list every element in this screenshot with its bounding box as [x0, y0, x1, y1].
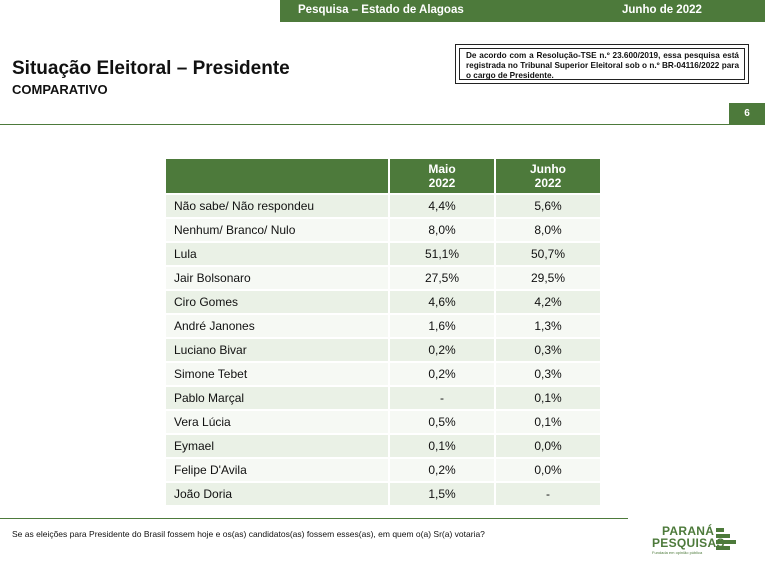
value-maio: 1,5% — [390, 483, 494, 507]
registration-notice: De acordo com a Resolução-TSE n.º 23.600… — [455, 44, 749, 84]
header-divider — [0, 124, 765, 125]
value-maio: 0,2% — [390, 363, 494, 387]
column-header-junho-year: 2022 — [534, 176, 562, 190]
candidate-name: Não sabe/ Não respondeu — [166, 195, 388, 219]
survey-question: Se as eleições para Presidente do Brasil… — [12, 529, 485, 539]
table-row: André Janones 1,6% 1,3% — [166, 315, 600, 339]
value-maio: 0,5% — [390, 411, 494, 435]
value-junho: 0,0% — [496, 459, 600, 483]
table-header-blank — [166, 159, 388, 195]
table-row: João Doria 1,5% - — [166, 483, 600, 507]
column-header-junho-month: Junho — [530, 162, 566, 176]
page-title: Situação Eleitoral – Presidente — [12, 58, 290, 79]
value-maio: 0,2% — [390, 459, 494, 483]
brand-logo: PARANÁ PESQUISAS Fundada em opinião públ… — [652, 524, 752, 564]
value-maio: 4,4% — [390, 195, 494, 219]
candidate-name: Pablo Marçal — [166, 387, 388, 411]
value-junho: 8,0% — [496, 219, 600, 243]
table-row: Felipe D'Avila 0,2% 0,0% — [166, 459, 600, 483]
page-number: 6 — [729, 103, 765, 125]
candidate-name: Felipe D'Avila — [166, 459, 388, 483]
candidate-name: Vera Lúcia — [166, 411, 388, 435]
value-maio: 0,2% — [390, 339, 494, 363]
candidate-name: Jair Bolsonaro — [166, 267, 388, 291]
table-row: Pablo Marçal - 0,1% — [166, 387, 600, 411]
value-junho: 0,1% — [496, 387, 600, 411]
table-header-row: Maio 2022 Junho 2022 — [166, 159, 600, 195]
value-junho: 1,3% — [496, 315, 600, 339]
value-maio: 1,6% — [390, 315, 494, 339]
table-row: Não sabe/ Não respondeu 4,4% 5,6% — [166, 195, 600, 219]
column-header-maio-month: Maio — [428, 162, 456, 176]
candidate-name: Eymael — [166, 435, 388, 459]
candidate-name: Simone Tebet — [166, 363, 388, 387]
value-junho: 5,6% — [496, 195, 600, 219]
survey-date: Junho de 2022 — [622, 4, 702, 16]
column-header-maio-year: 2022 — [428, 176, 456, 190]
registration-notice-text: De acordo com a Resolução-TSE n.º 23.600… — [459, 48, 745, 80]
logo-tagline: Fundada em opinião pública — [652, 550, 703, 555]
value-maio: 4,6% — [390, 291, 494, 315]
value-junho: 4,2% — [496, 291, 600, 315]
value-maio: 0,1% — [390, 435, 494, 459]
table-row: Simone Tebet 0,2% 0,3% — [166, 363, 600, 387]
column-header-maio: Maio 2022 — [390, 159, 494, 195]
candidate-name: Nenhum/ Branco/ Nulo — [166, 219, 388, 243]
logo-line-1: PARANÁ — [662, 524, 715, 538]
value-junho: 29,5% — [496, 267, 600, 291]
table-row: Lula 51,1% 50,7% — [166, 243, 600, 267]
logo-line-2: PESQUISAS — [652, 536, 725, 550]
candidate-name: Luciano Bivar — [166, 339, 388, 363]
value-junho: - — [496, 483, 600, 507]
table-row: Jair Bolsonaro 27,5% 29,5% — [166, 267, 600, 291]
footer-divider — [0, 518, 628, 519]
value-junho: 0,1% — [496, 411, 600, 435]
candidate-name: João Doria — [166, 483, 388, 507]
table-row: Nenhum/ Branco/ Nulo 8,0% 8,0% — [166, 219, 600, 243]
value-junho: 0,3% — [496, 339, 600, 363]
table-row: Eymael 0,1% 0,0% — [166, 435, 600, 459]
table-body: Não sabe/ Não respondeu 4,4% 5,6% Nenhum… — [166, 195, 600, 507]
candidate-name: André Janones — [166, 315, 388, 339]
value-maio: - — [390, 387, 494, 411]
candidate-name: Lula — [166, 243, 388, 267]
table-row: Ciro Gomes 4,6% 4,2% — [166, 291, 600, 315]
value-junho: 0,3% — [496, 363, 600, 387]
value-maio: 51,1% — [390, 243, 494, 267]
value-junho: 50,7% — [496, 243, 600, 267]
table-row: Vera Lúcia 0,5% 0,1% — [166, 411, 600, 435]
value-maio: 8,0% — [390, 219, 494, 243]
page-subtitle: COMPARATIVO — [12, 82, 108, 97]
candidate-name: Ciro Gomes — [166, 291, 388, 315]
logo-bars-icon — [716, 528, 736, 550]
table-row: Luciano Bivar 0,2% 0,3% — [166, 339, 600, 363]
comparison-table: Maio 2022 Junho 2022 Não sabe/ Não respo… — [164, 159, 602, 507]
value-maio: 27,5% — [390, 267, 494, 291]
header-bar: Pesquisa – Estado de Alagoas Junho de 20… — [280, 0, 765, 22]
survey-label: Pesquisa – Estado de Alagoas — [298, 4, 464, 16]
value-junho: 0,0% — [496, 435, 600, 459]
column-header-junho: Junho 2022 — [496, 159, 600, 195]
